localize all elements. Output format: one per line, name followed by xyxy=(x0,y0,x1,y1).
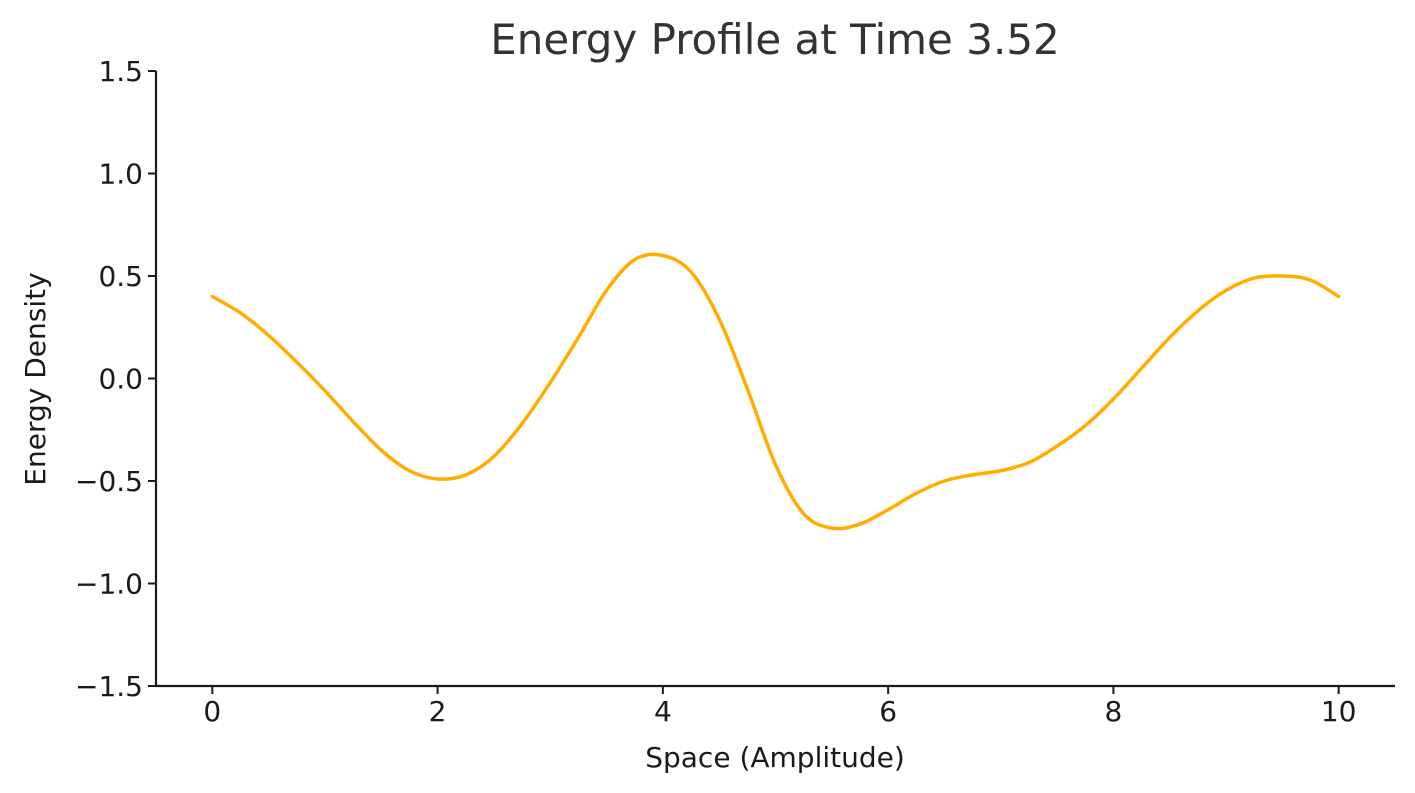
x-tick-label: 2 xyxy=(429,695,447,728)
chart-title: Energy Profile at Time 3.52 xyxy=(490,15,1060,64)
energy-density-line xyxy=(210,252,1341,531)
x-axis: 0 2 4 6 8 10 xyxy=(156,684,1395,728)
x-tick-label: 10 xyxy=(1321,695,1357,728)
y-tick-label: 1.5 xyxy=(98,55,143,88)
y-tick-label: −1.5 xyxy=(75,670,143,703)
x-tick-label: 4 xyxy=(654,695,672,728)
x-tick-label: 8 xyxy=(1104,695,1122,728)
y-axis-title: Energy Density xyxy=(19,272,52,485)
y-tick-label: 0.5 xyxy=(98,260,143,293)
y-tick-label: −0.5 xyxy=(75,465,143,498)
x-tick-label: 6 xyxy=(879,695,897,728)
x-axis-title: Space (Amplitude) xyxy=(645,741,905,774)
series-layer xyxy=(210,252,1341,531)
y-tick-label: 0.0 xyxy=(98,363,143,396)
y-tick-label: 1.0 xyxy=(98,158,143,191)
x-tick-label: 0 xyxy=(203,695,221,728)
y-axis: −1.5 −1.0 −0.5 0.0 0.5 1.0 1.5 xyxy=(75,55,158,703)
y-tick-label: −1.0 xyxy=(75,568,143,601)
